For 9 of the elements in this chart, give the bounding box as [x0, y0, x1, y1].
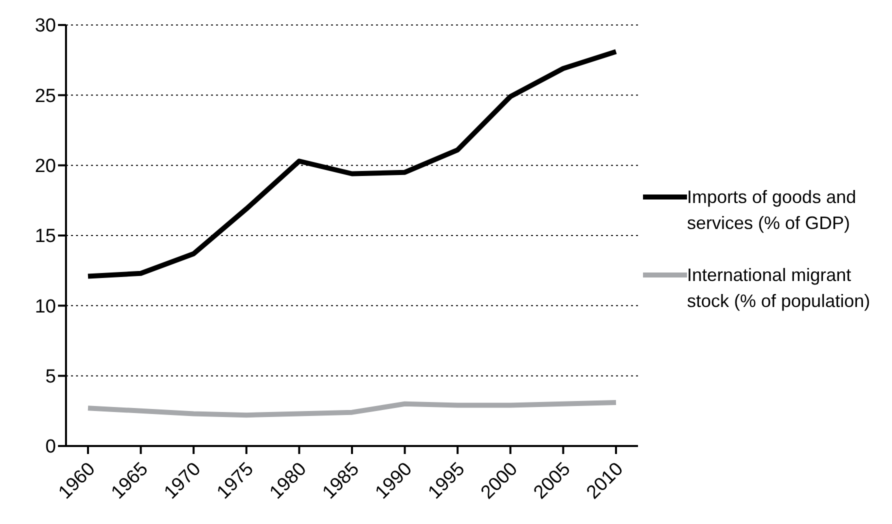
y-tick-label: 15 — [34, 226, 56, 248]
y-tick-label: 10 — [34, 296, 56, 318]
y-tick-label: 20 — [34, 156, 56, 178]
y-tick-label: 0 — [45, 436, 56, 458]
legend-label: International migrant stock (% of population) — [687, 264, 872, 313]
y-tick-label: 5 — [45, 366, 56, 388]
y-tick-label: 25 — [34, 86, 56, 107]
y-tick-label: 30 — [34, 16, 56, 37]
legend-label: Imports of goods and services (% of GDP) — [687, 186, 858, 235]
